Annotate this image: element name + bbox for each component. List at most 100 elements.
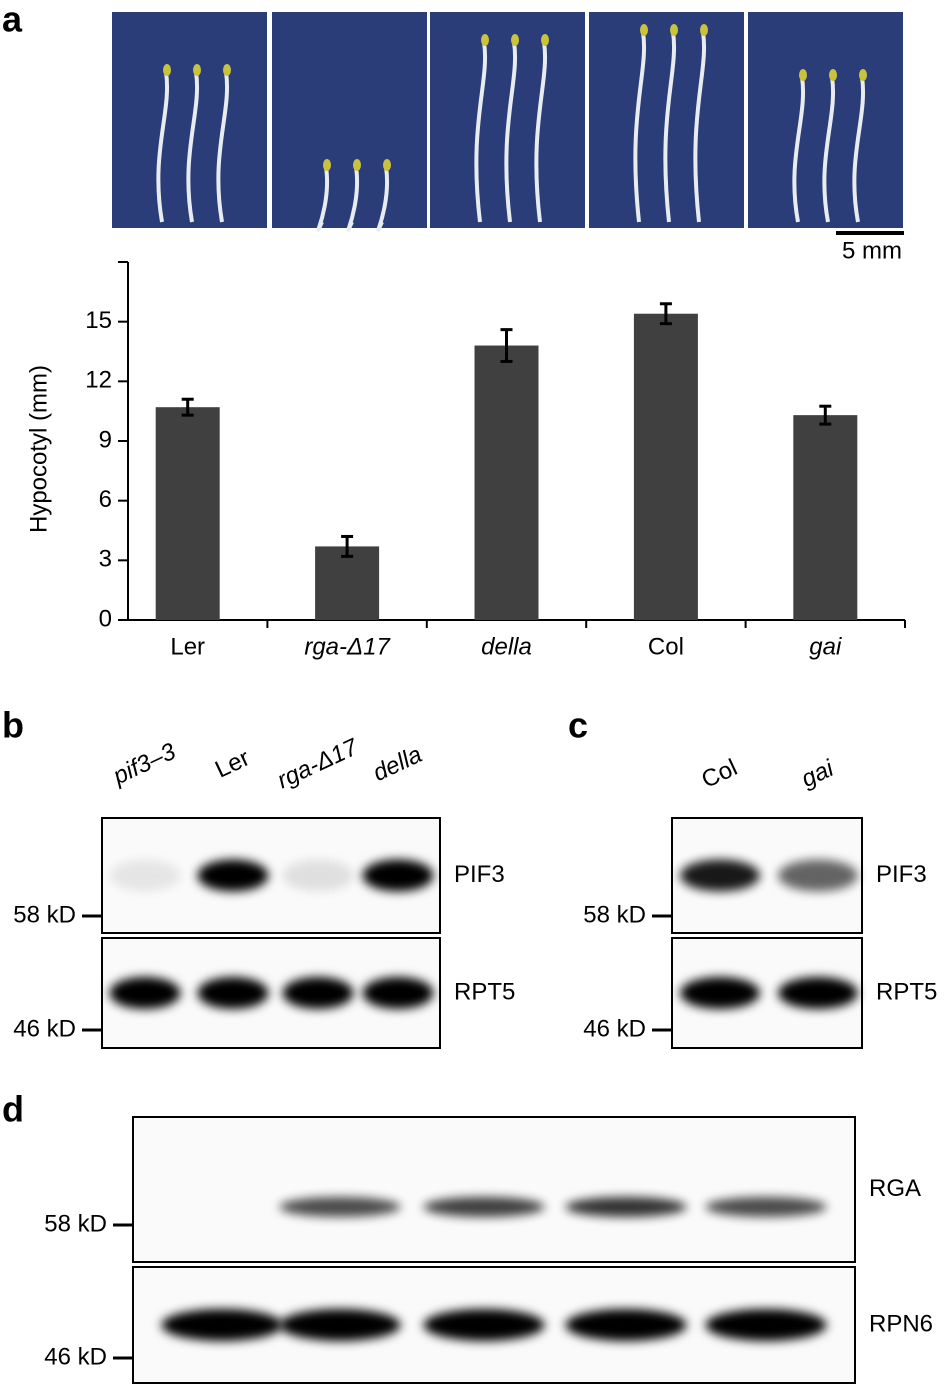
band [362, 859, 434, 892]
lane-label: Col [697, 754, 741, 794]
cotyledon [829, 69, 837, 81]
bar [793, 415, 858, 620]
seedling [663, 31, 677, 223]
cotyledon [481, 34, 489, 46]
blot-label: RPT5 [454, 978, 515, 1005]
photo [272, 12, 427, 228]
band [680, 977, 760, 1009]
band [109, 859, 181, 892]
bar [474, 345, 539, 620]
band [705, 1309, 827, 1341]
marker-label: 46 kD [44, 1343, 107, 1370]
marker-label: 46 kD [583, 1015, 646, 1042]
band [161, 1309, 283, 1341]
cotyledon [511, 34, 519, 46]
panel-label: a [2, 0, 23, 40]
blot-frame [132, 1116, 856, 1263]
band [565, 1309, 687, 1341]
seedling [316, 166, 329, 232]
seedling [852, 76, 866, 223]
cotyledon [223, 64, 231, 76]
cotyledon [640, 24, 648, 36]
band [680, 859, 760, 892]
blots: pif3–3 Ler rga-Δ17 della PIF3 58 kD RPT5 46 kD C… [13, 733, 937, 1384]
band [423, 1196, 545, 1217]
y-tick-label: 15 [85, 307, 112, 334]
panel-label: b [2, 705, 24, 746]
marker-label: 46 kD [13, 1015, 76, 1042]
seedling [216, 71, 230, 223]
lane-label: gai [797, 755, 838, 793]
seedling [792, 76, 806, 223]
panel-label: d [2, 1089, 24, 1130]
scale-label: 5 mm [842, 237, 902, 264]
blot-label: RGA [869, 1175, 921, 1202]
cotyledon [670, 24, 678, 36]
bar [155, 407, 220, 620]
x-tick-label: rga-Δ17 [304, 633, 391, 660]
blot-label: RPT5 [876, 978, 937, 1005]
y-tick-label: 12 [85, 367, 112, 394]
y-tick-label: 3 [99, 546, 112, 573]
band [197, 977, 269, 1009]
seedling [474, 41, 488, 223]
lane-label: rga-Δ17 [273, 733, 363, 794]
marker-label: 58 kD [13, 901, 76, 928]
band [778, 977, 858, 1009]
y-tick-label: 0 [99, 605, 112, 632]
band [778, 859, 858, 892]
seedling [186, 71, 200, 223]
lane-label: Ler [211, 744, 254, 783]
bar-chart: 0 3 6 9 12 15 Hypocotyl (mm) Ler rga-Δ17 della Col… [25, 261, 906, 660]
band [197, 859, 269, 892]
lane-label: pif3–3 [108, 738, 180, 791]
error-bar [181, 397, 194, 417]
band [279, 1309, 401, 1341]
cotyledon [193, 64, 201, 76]
x-tick-label: Ler [170, 633, 205, 660]
cotyledon [163, 64, 171, 76]
blot-label: PIF3 [876, 861, 927, 888]
band [282, 859, 354, 892]
x-tick-label: della [481, 633, 532, 660]
band [362, 977, 434, 1009]
band [423, 1309, 545, 1341]
seedling [693, 31, 707, 223]
band [279, 1196, 401, 1217]
seedling [534, 41, 548, 223]
cotyledon [323, 159, 331, 171]
seedling [156, 71, 170, 223]
cotyledon [859, 69, 867, 81]
y-tick-label: 9 [99, 426, 112, 453]
cotyledon [383, 159, 391, 171]
panel-label: c [568, 705, 588, 746]
blot-label: RPN6 [869, 1310, 933, 1337]
band [705, 1196, 827, 1217]
bar [633, 313, 698, 620]
error-bar [819, 404, 832, 426]
marker-label: 58 kD [44, 1210, 107, 1237]
cotyledon [353, 159, 361, 171]
seedling-photos [112, 12, 903, 232]
cotyledon [541, 34, 549, 46]
band [565, 1196, 687, 1217]
bar [315, 546, 380, 620]
marker-label: 58 kD [583, 901, 646, 928]
band [282, 977, 354, 1009]
seedling [633, 31, 647, 223]
y-tick-label: 6 [99, 486, 112, 513]
seedling [376, 166, 389, 232]
error-bar [500, 328, 513, 363]
error-bar [659, 302, 672, 326]
lane-label: della [369, 741, 426, 787]
error-bar [341, 534, 354, 558]
x-tick-label: Col [648, 633, 684, 660]
y-axis-label: Hypocotyl (mm) [25, 365, 52, 533]
seedling [504, 41, 518, 223]
cotyledon [799, 69, 807, 81]
seedling [346, 166, 359, 232]
band [109, 977, 181, 1009]
seedling [822, 76, 836, 223]
x-tick-label: gai [809, 633, 842, 660]
